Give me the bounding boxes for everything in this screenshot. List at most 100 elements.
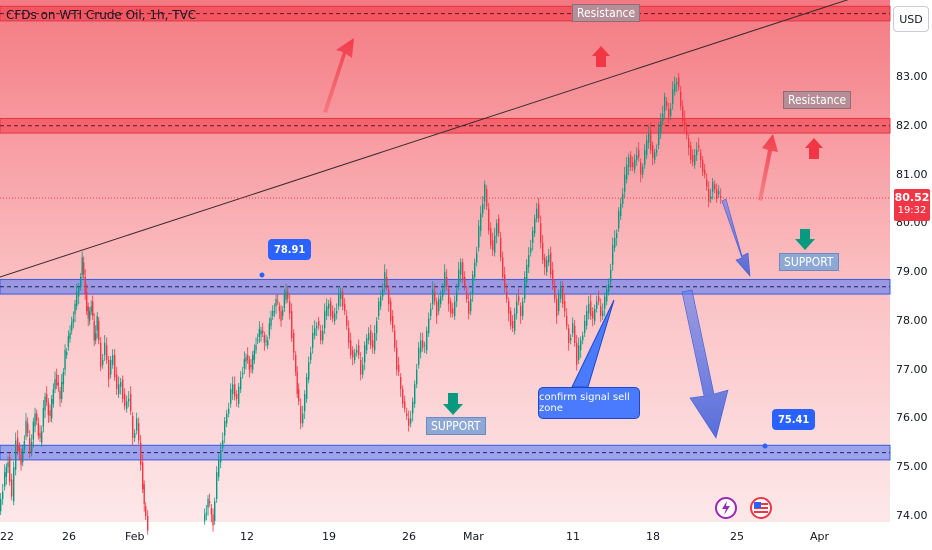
currency-button[interactable]: USD: [893, 6, 929, 32]
candle-body-b: [602, 311, 604, 317]
price-callout-75-41[interactable]: 75.41: [772, 409, 816, 430]
candle-body-a: [25, 420, 27, 437]
candle-body-b: [414, 384, 416, 404]
candle-body-a: [34, 413, 36, 427]
price-callout-78-91[interactable]: 78.91: [268, 239, 312, 260]
candle-body-b: [282, 310, 284, 317]
candle-body-b: [306, 376, 308, 399]
candle-body-b: [460, 262, 462, 275]
candle-body-b: [322, 330, 324, 341]
candle-body-b: [606, 289, 608, 302]
candle-body-b: [245, 357, 247, 362]
confirm-signal-note[interactable]: confirm signal sell zone: [538, 387, 640, 419]
candle-body-b: [318, 320, 320, 326]
candle-body-b: [528, 255, 530, 268]
candle-body-b: [578, 345, 580, 360]
x-tick-label: 26: [62, 530, 76, 543]
support-label-bottom[interactable]: SUPPORT: [426, 417, 486, 435]
chart-title: CFDs on WTI Crude Oil, 1h, TVC: [6, 8, 197, 22]
candle-body-b: [664, 96, 666, 112]
candle-body-a: [92, 301, 94, 317]
candle-body-b: [398, 364, 400, 373]
red-arrow-up-left: [323, 38, 354, 113]
candle-body-b: [422, 340, 424, 348]
candle-body-b: [568, 328, 570, 343]
candle-body-a: [49, 410, 51, 417]
candle-body-b: [402, 389, 404, 404]
candle-body-a: [89, 311, 91, 321]
candle-body-b: [442, 289, 444, 297]
candle-body-b: [716, 189, 718, 199]
candle-body-b: [692, 155, 694, 163]
candle-body-b: [406, 413, 408, 417]
candle-body-b: [285, 291, 287, 300]
candle-body-a: [69, 333, 71, 339]
candle-body-b: [714, 184, 716, 190]
candle-body-a: [71, 322, 73, 331]
callout-anchor-high: [259, 272, 265, 278]
candle-body-a: [81, 257, 83, 275]
candle-body-b: [706, 179, 708, 187]
candle-body-b: [710, 196, 712, 199]
candle-body-b: [466, 291, 468, 299]
candle-body-a: [31, 442, 33, 453]
candle-body-b: [522, 301, 524, 317]
candle-body-b: [220, 450, 222, 463]
candle-body-b: [604, 296, 606, 309]
candle-body-b: [265, 340, 267, 342]
candle-body-a: [80, 276, 82, 287]
candle-body-b: [660, 120, 662, 134]
candle-body-b: [588, 303, 590, 314]
candle-body-b: [440, 296, 442, 304]
candle-body-b: [312, 333, 314, 348]
resistance-label-top[interactable]: Resistance: [572, 4, 641, 22]
candle-body-b: [532, 230, 534, 243]
candle-body-b: [378, 301, 380, 317]
candle-body-b: [558, 294, 560, 312]
candle-body-b: [436, 301, 438, 317]
candle-body-b: [248, 359, 251, 370]
candle-body-b: [662, 113, 664, 121]
candle-body-b: [642, 167, 644, 175]
candle-body-b: [260, 330, 262, 334]
x-tick-label: 22: [0, 530, 14, 543]
candle-body-b: [688, 137, 690, 148]
candle-body-b: [656, 150, 658, 153]
candle-body-a: [100, 342, 102, 368]
candle-body-b: [618, 211, 620, 229]
candle-body-b: [324, 311, 326, 329]
candle-body-a: [57, 382, 60, 386]
candle-body-b: [243, 359, 246, 369]
candle-body-a: [106, 345, 108, 360]
candle-body-a: [143, 484, 145, 504]
y-tick-label: 82.00: [896, 118, 928, 132]
resistance-label-right[interactable]: Resistance: [783, 91, 852, 109]
candle-body-b: [242, 372, 244, 375]
candle-body-a: [52, 389, 55, 404]
candle-body-a: [64, 350, 66, 370]
candle-body-b: [270, 318, 272, 326]
candle-body-b: [496, 223, 498, 236]
candle-body-b: [512, 320, 514, 329]
candle-body-b: [400, 376, 402, 390]
candle-body-a: [104, 342, 106, 356]
candle-body-a: [74, 303, 76, 315]
y-tick-label: 81.00: [896, 167, 928, 181]
candle-body-b: [392, 316, 394, 329]
candle-body-b: [222, 440, 224, 448]
candle-body-b: [218, 459, 220, 477]
flash-event-icon[interactable]: [715, 497, 737, 519]
blue-arrow-down-long: [681, 289, 729, 439]
candle-body-b: [214, 501, 216, 521]
candle-body-b: [644, 150, 646, 165]
candle-body-a: [15, 440, 17, 470]
price-axis-background: [890, 0, 932, 522]
us-flag-event-icon[interactable]: [750, 497, 772, 519]
candle-body-a: [42, 407, 45, 427]
candle-body-a: [59, 390, 61, 399]
candle-body-b: [580, 340, 582, 351]
support-label-right[interactable]: SUPPORT: [779, 253, 839, 271]
candle-body-b: [564, 301, 566, 312]
candle-body-b: [518, 296, 520, 302]
